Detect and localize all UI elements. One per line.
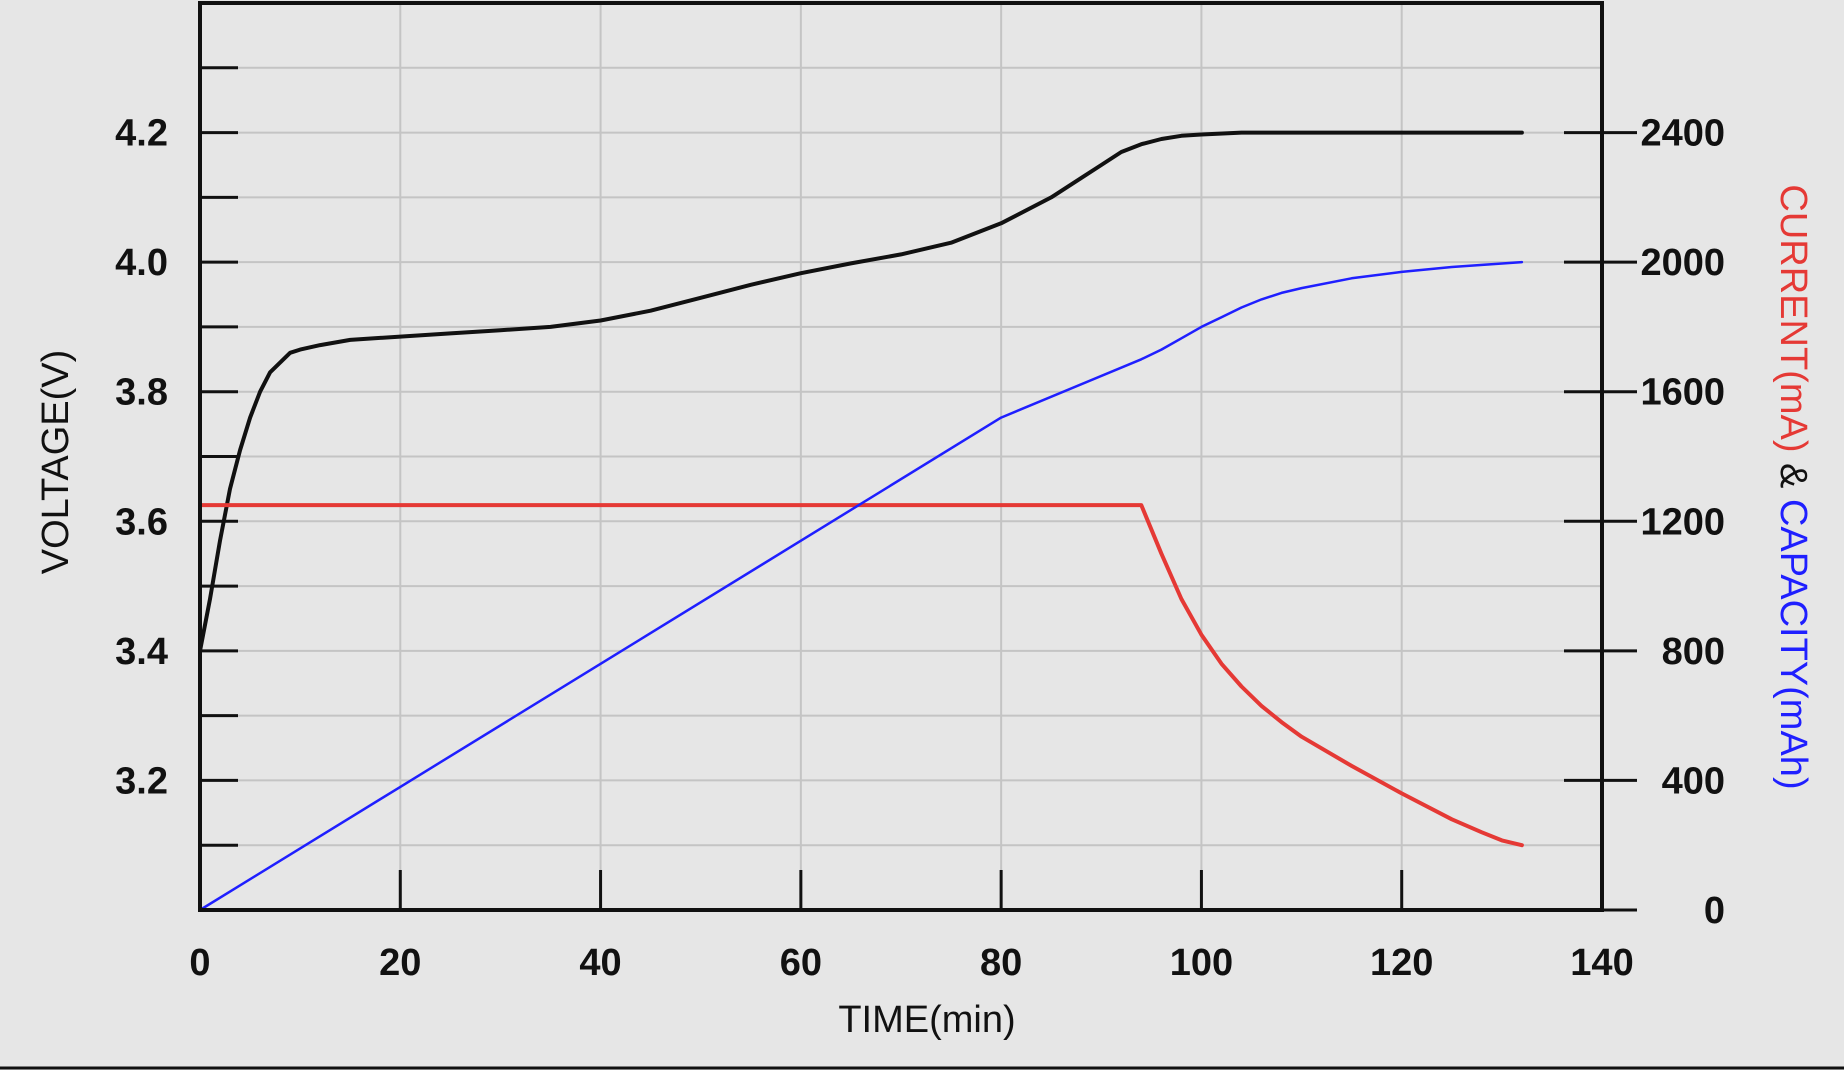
x-tick-label: 0 xyxy=(189,942,210,984)
plot-frame xyxy=(198,1,1604,912)
left-tick-label: 3.2 xyxy=(115,760,168,802)
x-axis-title: TIME(min) xyxy=(838,999,1015,1041)
right-tick-label: 800 xyxy=(1662,631,1725,673)
x-tick-label: 40 xyxy=(579,942,621,984)
left-tick-label: 4.0 xyxy=(115,242,168,284)
right-tick-label: 1600 xyxy=(1640,372,1725,414)
right-axis-title-part: CURRENT(mA) xyxy=(1772,184,1814,452)
capacity-line xyxy=(198,260,1524,912)
right-axis-title: CURRENT(mA) & CAPACITY(mAh) xyxy=(1772,184,1814,789)
right-tick-label: 400 xyxy=(1662,760,1725,802)
tick-marks xyxy=(200,66,1637,912)
right-tick-label: 2000 xyxy=(1640,242,1725,284)
left-tick-label: 3.6 xyxy=(115,501,168,543)
x-tick-label: 60 xyxy=(780,942,822,984)
left-tick-label: 3.8 xyxy=(115,372,168,414)
right-tick-label: 2400 xyxy=(1640,113,1725,155)
tick-labels: 0 20 40 60 80 100 120 140 3.2 3.4 3.6 3.8 4.0 4.2 0 400… xyxy=(115,113,1725,984)
right-axis-title-part: CAPACITY(mAh) xyxy=(1772,499,1814,790)
x-tick-label: 80 xyxy=(980,942,1022,984)
x-tick-label: 120 xyxy=(1370,942,1433,984)
right-tick-label: 0 xyxy=(1704,890,1725,932)
grid xyxy=(200,3,1602,910)
voltage-line xyxy=(198,130,1524,653)
right-tick-label: 1200 xyxy=(1640,501,1725,543)
axis-titles: TIME(min) VOLTAGE(V) CURRENT(mA) & CAPACIT… xyxy=(35,184,1814,1041)
series-group xyxy=(198,130,1524,912)
current-line xyxy=(198,503,1524,848)
right-axis-title-part: & xyxy=(1772,452,1814,498)
x-tick-label: 140 xyxy=(1570,942,1633,984)
x-tick-label: 20 xyxy=(379,942,421,984)
x-tick-label: 100 xyxy=(1170,942,1233,984)
left-tick-label: 3.4 xyxy=(115,631,168,673)
left-tick-label: 4.2 xyxy=(115,113,168,155)
left-axis-title: VOLTAGE(V) xyxy=(35,350,77,575)
